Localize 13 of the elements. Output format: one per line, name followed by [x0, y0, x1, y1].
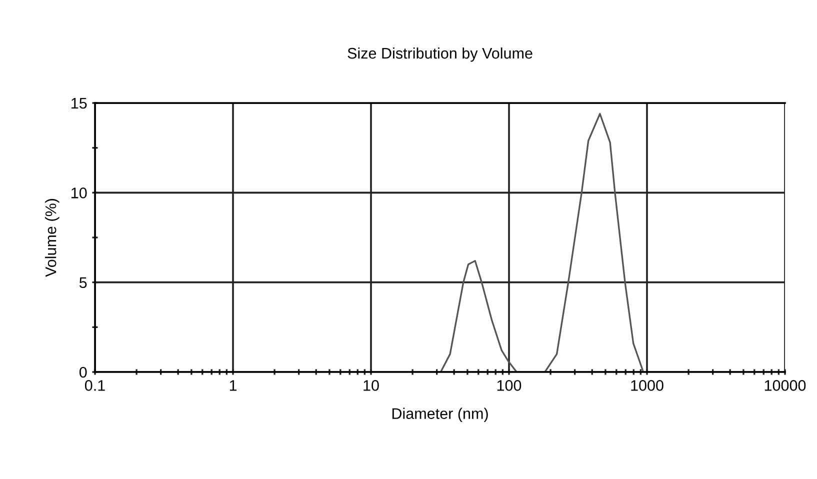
x-tick-label: 0.1 [84, 380, 105, 391]
y-tick-label: 0 [79, 366, 87, 378]
x-axis-title: Diameter (nm) [392, 408, 488, 422]
x-tick-label: 10 [364, 380, 379, 391]
y-tick-label: 5 [79, 277, 87, 288]
y-tick-label: 10 [72, 188, 87, 198]
x-tick-label: 1 [230, 380, 237, 391]
chart-title: Size Distribution by Volume [348, 47, 532, 62]
x-tick-label: 100 [497, 380, 522, 391]
y-axis-title: Volume (%) [45, 198, 60, 277]
y-tick-label: 15 [72, 98, 87, 109]
x-tick-label: 10000 [764, 380, 806, 391]
x-tick-label: 1000 [631, 380, 664, 391]
